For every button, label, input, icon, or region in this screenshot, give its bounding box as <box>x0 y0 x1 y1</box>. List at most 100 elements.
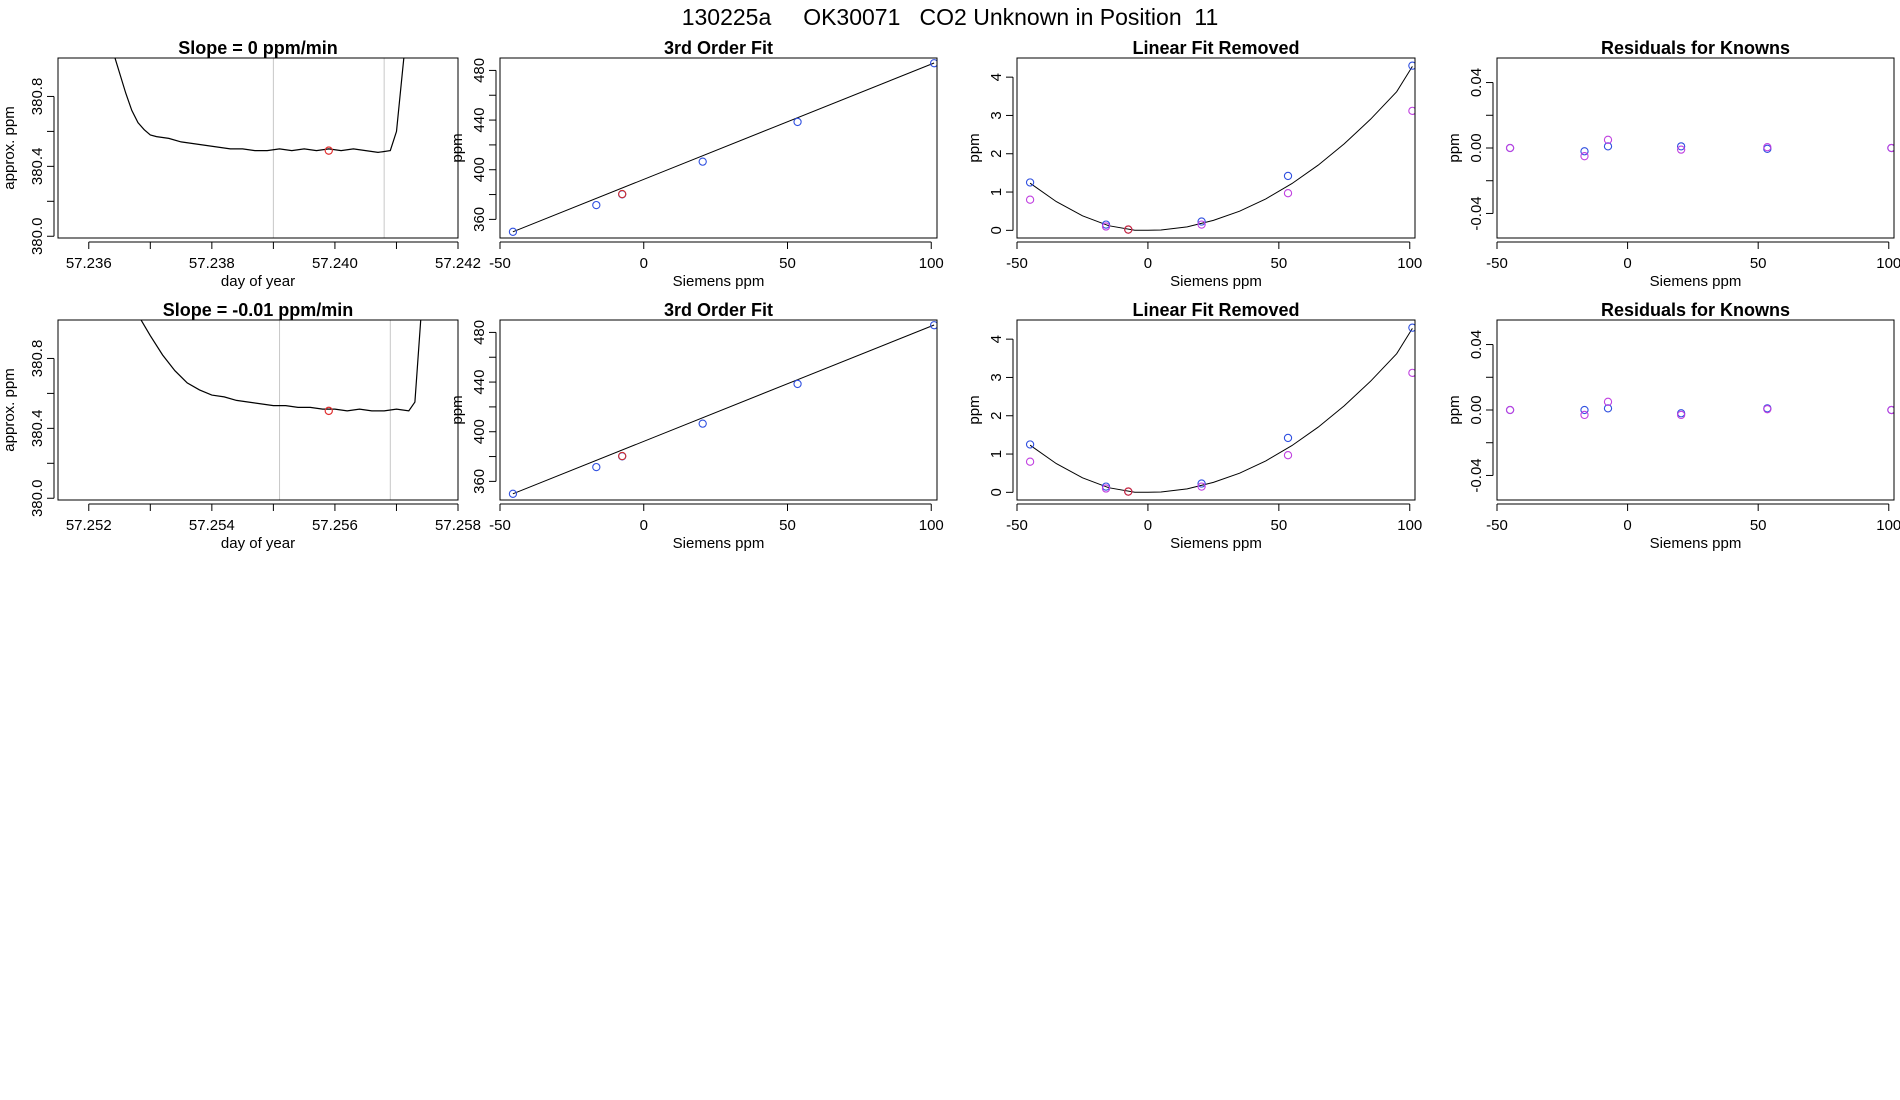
data-point-fit <box>1197 217 1206 226</box>
y-tick-label: 380.8 <box>29 340 46 378</box>
data-point-unknown <box>1124 487 1133 496</box>
data-point-knowns <box>508 489 518 498</box>
x-tick-label: 100 <box>919 517 944 534</box>
plot-frame <box>499 57 938 239</box>
y-tick-label: 3 <box>988 373 1005 381</box>
y-tick-label: 480 <box>471 58 488 83</box>
x-tick-label: 57.238 <box>189 255 235 272</box>
series-line <box>140 320 422 412</box>
y-tick-label: 380.0 <box>29 479 46 517</box>
y-tick-label: 380.4 <box>29 148 46 186</box>
data-point-unknown <box>618 189 627 199</box>
data-point-unknown <box>618 451 627 461</box>
x-tick-label: 100 <box>919 255 944 272</box>
x-tick-label: 50 <box>1750 517 1767 534</box>
x-tick-label: -50 <box>1486 255 1508 272</box>
y-tick-label: 3 <box>988 111 1005 119</box>
data-layer <box>508 59 937 236</box>
data-point-measured <box>1197 220 1206 229</box>
y-tick-label: 400 <box>471 419 488 444</box>
data-layer <box>114 58 405 155</box>
data-point-measured <box>1025 195 1035 204</box>
x-axis-label: Siemens ppm <box>673 273 765 290</box>
plot-frame <box>1496 319 1895 501</box>
x-axis-label: Siemens ppm <box>673 535 765 552</box>
x-tick-label: -50 <box>1006 517 1028 534</box>
y-tick-label: 0.00 <box>1468 133 1485 162</box>
data-point-purple <box>1676 145 1686 154</box>
y-tick-label: -0.04 <box>1468 196 1485 230</box>
x-axis-label: day of year <box>221 273 295 290</box>
x-tick-label: 50 <box>779 255 796 272</box>
data-point-unknown <box>1124 225 1133 234</box>
data-point-purple <box>1603 135 1613 144</box>
x-axis-label: Siemens ppm <box>1650 535 1742 552</box>
x-axis-label: day of year <box>221 535 295 552</box>
data-point-purple <box>1887 405 1894 415</box>
chart-panel-2: 3rd Order Fit -50 0 50 100 Siemens ppm 360 400 4… <box>449 38 944 290</box>
chart-title: 3rd Order Fit <box>664 300 773 320</box>
x-axis-label: Siemens ppm <box>1170 535 1262 552</box>
data-point-measured <box>1197 482 1206 491</box>
y-tick-label: 440 <box>471 108 488 133</box>
x-tick-label: 0 <box>1623 255 1631 272</box>
x-tick-label: 57.252 <box>66 517 112 534</box>
y-tick-label: 0.00 <box>1468 395 1485 424</box>
x-axis-label: Siemens ppm <box>1170 273 1262 290</box>
chart-panel-3: Linear Fit Removed -50 0 50 100 Siemens ppm 0 1… <box>966 38 1422 290</box>
y-axis-label: ppm <box>966 133 983 162</box>
fit-curve <box>1029 328 1413 493</box>
data-point-fit <box>1025 178 1035 187</box>
fit-curve <box>1029 66 1413 231</box>
data-layer <box>1025 323 1415 496</box>
data-point-blue <box>1676 409 1686 418</box>
y-tick-label: 480 <box>471 320 488 345</box>
data-point-blue <box>1676 142 1686 151</box>
x-tick-label: 50 <box>1750 255 1767 272</box>
chart-title: Slope = -0.01 ppm/min <box>163 300 354 320</box>
data-point-measured <box>1101 222 1111 231</box>
x-tick-label: 0 <box>640 517 648 534</box>
x-tick-label: 57.254 <box>189 517 235 534</box>
data-layer <box>1505 397 1894 420</box>
plot-frame <box>1016 319 1416 501</box>
data-point-measured <box>1101 484 1111 493</box>
data-point-knowns <box>592 462 601 472</box>
data-point-knowns <box>698 419 707 428</box>
y-axis-label: ppm <box>966 395 983 424</box>
y-tick-label: 360 <box>471 469 488 494</box>
y-tick-label: 380.4 <box>29 410 46 448</box>
x-tick-label: 0 <box>640 255 648 272</box>
y-tick-label: -0.04 <box>1468 458 1485 492</box>
y-axis-label: ppm <box>1446 395 1463 424</box>
x-tick-label: 57.240 <box>312 255 358 272</box>
data-point-measured <box>1408 368 1415 377</box>
data-point-measured <box>1408 106 1415 115</box>
data-point-knowns <box>508 227 518 236</box>
y-tick-label: 1 <box>988 188 1005 196</box>
x-tick-label: 50 <box>1270 255 1287 272</box>
y-tick-label: 380.8 <box>29 78 46 116</box>
y-tick-label: 0.04 <box>1468 68 1485 97</box>
chart-title: Slope = 0 ppm/min <box>178 38 338 58</box>
data-point-fit <box>1025 440 1035 449</box>
plot-frame <box>57 319 459 501</box>
y-axis-label: ppm <box>1446 133 1463 162</box>
plot-frame <box>1496 57 1895 239</box>
chart-title: 3rd Order Fit <box>664 38 773 58</box>
x-tick-label: 100 <box>1876 255 1900 272</box>
fit-line <box>512 62 935 233</box>
data-layer <box>508 321 937 498</box>
y-axis-label: ppm <box>449 133 466 162</box>
x-tick-label: 57.256 <box>312 517 358 534</box>
y-tick-label: 4 <box>988 335 1005 343</box>
chart-title: Residuals for Knowns <box>1601 300 1790 320</box>
y-tick-label: 1 <box>988 450 1005 458</box>
x-tick-label: -50 <box>1486 517 1508 534</box>
chart-title: Linear Fit Removed <box>1132 38 1299 58</box>
x-tick-label: 0 <box>1144 255 1152 272</box>
data-point-knowns <box>793 117 802 127</box>
data-point-purple <box>1580 410 1589 420</box>
x-tick-label: 57.236 <box>66 255 112 272</box>
data-point-fit <box>1408 323 1415 332</box>
